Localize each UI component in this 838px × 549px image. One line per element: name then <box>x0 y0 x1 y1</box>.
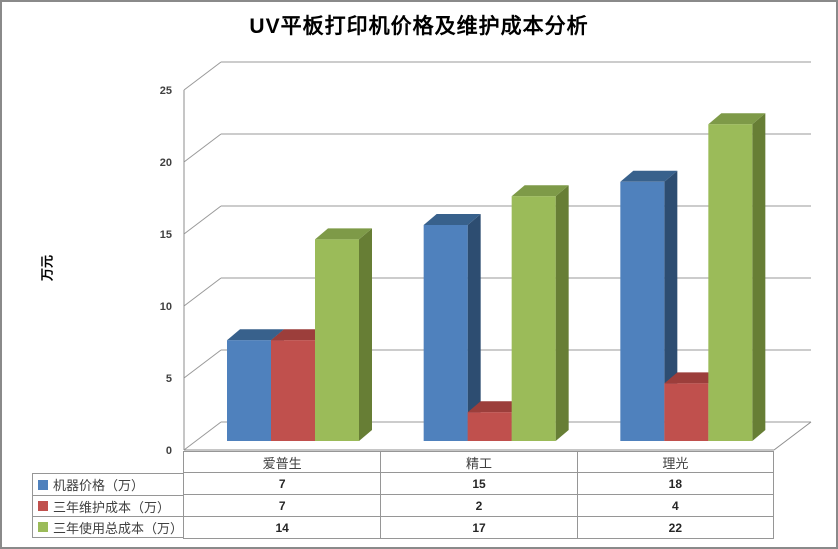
legend-color-swatch <box>38 479 48 490</box>
bar-top-face <box>708 113 766 125</box>
gridline-slant <box>183 205 222 235</box>
bar <box>511 196 556 441</box>
table-value-cell: 7 <box>278 498 286 513</box>
gridline-slant <box>183 421 222 451</box>
bar <box>708 124 753 441</box>
legend-label: 三年使用总成本（万） <box>53 520 184 536</box>
bar <box>664 383 709 441</box>
legend-color-swatch <box>38 522 48 532</box>
bar-top-face <box>467 401 525 413</box>
legend-item: 机器价格（万） <box>33 474 183 495</box>
gridline-slant <box>183 133 222 163</box>
table-value-cell: 7 <box>278 476 286 491</box>
table-row: 7 15 18 <box>183 473 774 495</box>
category-label: 精工 <box>380 452 576 472</box>
y-axis-title-text: 万元 <box>39 254 55 282</box>
legend-label: 三年维护成本（万） <box>53 499 171 515</box>
y-tick-label: 15 <box>160 229 172 241</box>
bar-side-face <box>467 214 481 441</box>
y-tick-label: 25 <box>160 85 172 97</box>
y-tick-label: 20 <box>160 157 172 169</box>
bar-top-face <box>315 228 372 240</box>
table-value-cell: 22 <box>576 517 773 538</box>
category-label: 爱普生 <box>262 455 302 471</box>
bar <box>467 412 512 441</box>
bar-side-face <box>359 228 372 441</box>
bar <box>271 340 315 441</box>
bar <box>315 239 359 441</box>
bar-top-face <box>664 372 722 384</box>
bar-side-face <box>664 170 678 442</box>
table-value-cell: 17 <box>380 517 576 538</box>
legend-item: 三年维护成本（万） <box>33 495 183 516</box>
legend-color-swatch <box>38 501 48 511</box>
legend-label: 机器价格（万） <box>53 478 145 493</box>
y-tick-label: 10 <box>160 301 172 313</box>
category-header-row: 爱普生 精工 理光 <box>183 451 774 473</box>
chart-title: UV平板打印机价格及维护成本分析 <box>249 15 589 38</box>
table-value-cell: 14 <box>275 520 289 535</box>
bar-top-face <box>423 214 481 225</box>
data-table: 7 15 18 7 2 4 14 17 22 <box>183 473 774 539</box>
bar-top-face <box>511 185 569 197</box>
y-tick-label: 5 <box>166 373 172 385</box>
gridline-slant <box>183 277 222 307</box>
bar <box>620 181 665 442</box>
table-value-cell: 15 <box>380 473 576 494</box>
bar-side-face <box>555 185 569 441</box>
legend-table: 机器价格（万） 三年维护成本（万） 三年使用总成本（万） <box>32 473 184 538</box>
bar <box>227 340 271 441</box>
bar-top-face <box>271 329 328 341</box>
category-label: 理光 <box>576 452 773 472</box>
bar-top-face <box>227 329 284 341</box>
table-value-cell: 2 <box>380 495 576 516</box>
gridline-slant <box>183 61 222 91</box>
table-row: 14 17 22 <box>183 517 774 539</box>
gridline-slant <box>183 349 222 379</box>
table-value-cell: 4 <box>576 495 773 516</box>
bar-top-face <box>620 170 678 182</box>
floor-right-edge <box>773 421 812 451</box>
bar-side-face <box>752 113 766 441</box>
legend-item: 三年使用总成本（万） <box>33 516 183 537</box>
bar <box>423 225 468 441</box>
y-tick-label: 0 <box>166 445 172 457</box>
table-value-cell: 18 <box>576 473 773 494</box>
